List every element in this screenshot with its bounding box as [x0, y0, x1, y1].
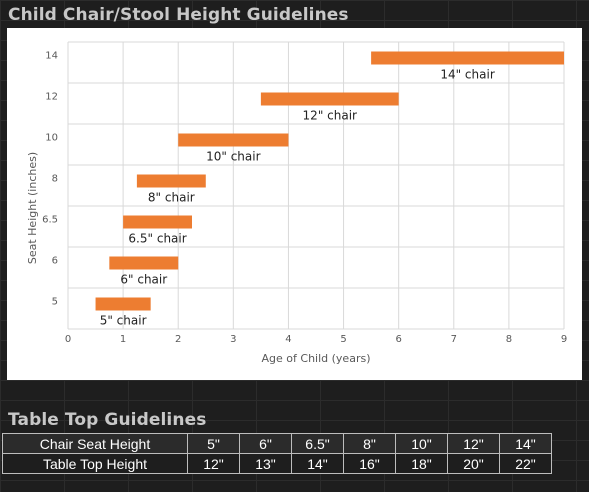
bar-data-label: 14" chair [440, 68, 494, 82]
chair-bar [95, 297, 151, 311]
chair-bar [178, 133, 289, 147]
table-row: Chair Seat Height 5" 6" 6.5" 8" 10" 12" … [2, 433, 552, 454]
x-tick-label: 9 [561, 334, 567, 345]
chart-title: Child Chair/Stool Height Guidelines [8, 5, 349, 25]
bar-data-label: 6.5" chair [128, 232, 186, 246]
x-axis-title: Age of Child (years) [262, 352, 371, 365]
chair-bar [109, 256, 179, 270]
table-cell: 14" [499, 433, 552, 454]
table-cell: 14" [291, 453, 344, 474]
y-tick-label: 5 [52, 297, 58, 308]
table-cell: 5" [187, 433, 240, 454]
bar-data-label: 6" chair [120, 273, 167, 287]
x-tick-label: 8 [506, 334, 512, 345]
table-cell: 16" [343, 453, 396, 474]
bar-data-label: 8" chair [148, 191, 195, 205]
x-tick-label: 3 [230, 334, 236, 345]
row-header: Table Top Height [2, 453, 188, 474]
table-cell: 13" [239, 453, 292, 474]
chair-bar [371, 51, 564, 65]
y-tick-label: 12 [45, 92, 58, 103]
bar-data-label: 12" chair [303, 109, 357, 123]
x-tick-label: 0 [65, 334, 71, 345]
row-header: Chair Seat Height [2, 433, 188, 454]
guidelines-table: Chair Seat Height 5" 6" 6.5" 8" 10" 12" … [2, 433, 552, 474]
table-cell: 22" [499, 453, 552, 474]
bar-data-label: 5" chair [100, 314, 147, 328]
x-tick-label: 7 [451, 334, 457, 345]
x-tick-label: 5 [340, 334, 346, 345]
bar-data-label: 10" chair [206, 150, 260, 164]
table-cell: 6" [239, 433, 292, 454]
chair-bar [123, 215, 192, 229]
chair-bar [260, 92, 399, 106]
table-cell: 18" [395, 453, 448, 474]
table-row: Table Top Height 12" 13" 14" 16" 18" 20"… [2, 453, 552, 474]
x-tick-label: 6 [395, 334, 401, 345]
y-tick-label: 10 [45, 133, 58, 144]
chair-bar [136, 174, 206, 188]
seat-height-chart: 5" chair 6" chair 6.5" chair 8" chair 10" ch… [26, 41, 567, 365]
y-tick-label: 6 [52, 256, 58, 267]
table-cell: 20" [447, 453, 500, 474]
y-tick-label: 8 [52, 174, 58, 185]
table-title: Table Top Guidelines [8, 410, 207, 430]
y-tick-label: 6.5 [42, 215, 58, 226]
chart-panel: 5" chair 6" chair 6.5" chair 8" chair 10" ch… [7, 28, 582, 380]
table-cell: 12" [447, 433, 500, 454]
table-cell: 12" [187, 453, 240, 474]
table-cell: 8" [343, 433, 396, 454]
table-cell: 10" [395, 433, 448, 454]
table-cell: 6.5" [291, 433, 344, 454]
x-tick-label: 2 [175, 334, 181, 345]
y-axis-title: Seat Height (inches) [26, 152, 39, 264]
x-tick-label: 4 [285, 334, 291, 345]
x-tick-label: 1 [120, 334, 126, 345]
y-tick-label: 14 [45, 51, 58, 62]
